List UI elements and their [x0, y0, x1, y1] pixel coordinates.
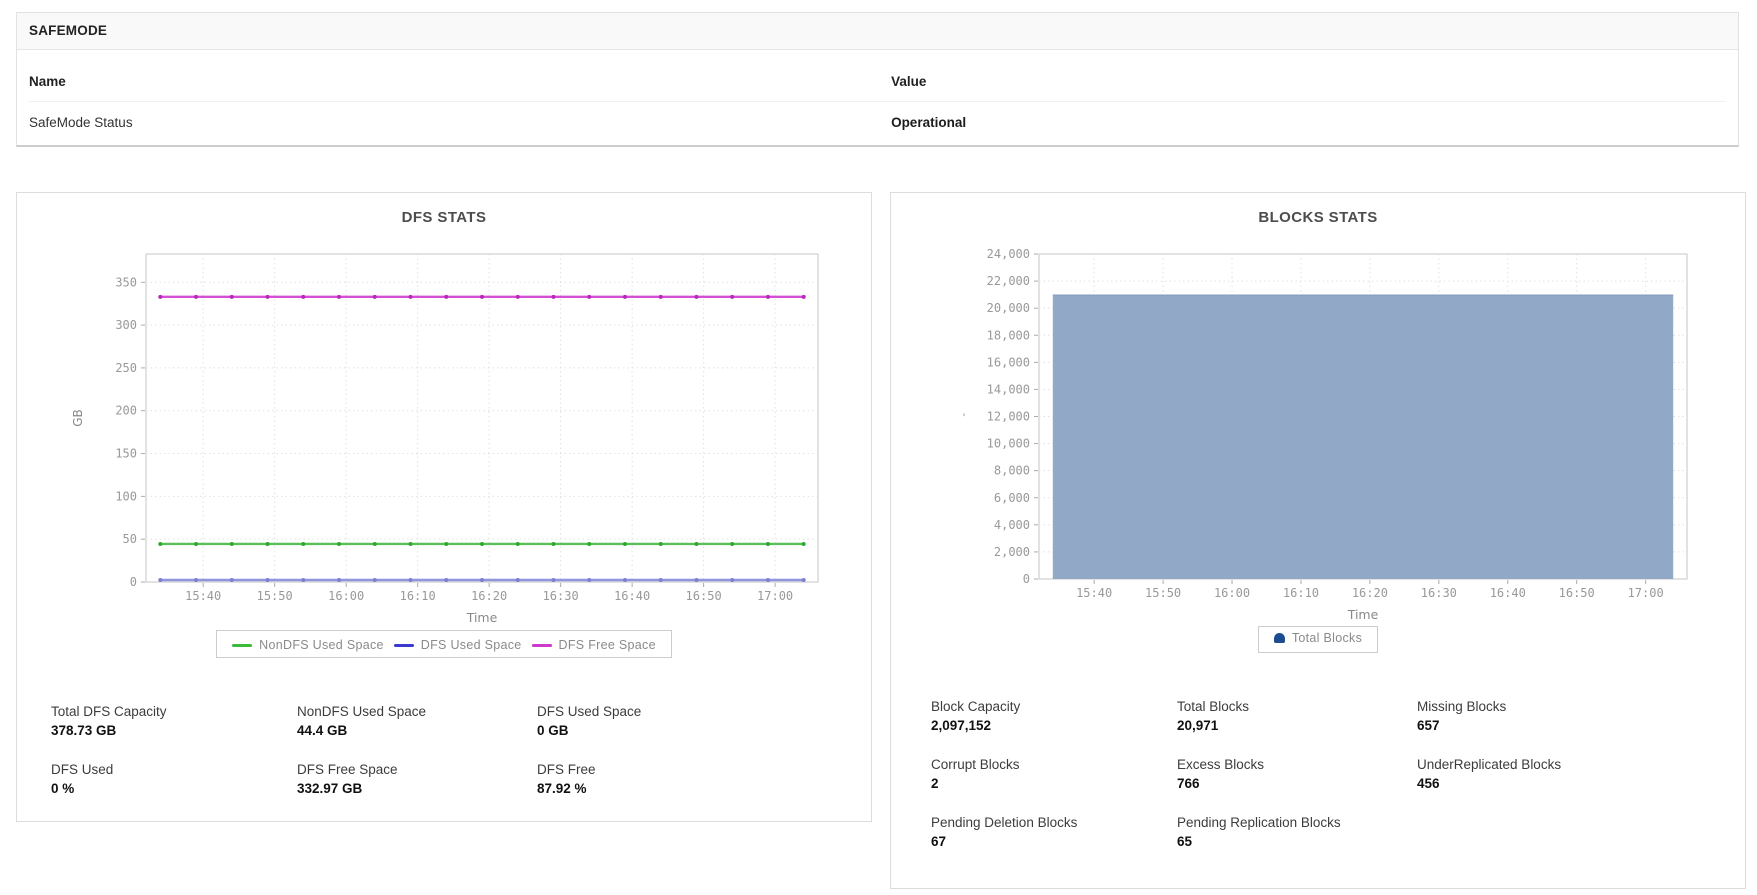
svg-text:22,000: 22,000: [987, 274, 1030, 288]
x-axis-title: Time: [466, 610, 498, 625]
blocks-stats-chart: 15:40 15:50 16:00 16:10 16:20 16:30 16:40 16:50…: [963, 247, 1688, 622]
stat-corrupt-blocks: Corrupt Blocks 2: [931, 757, 1020, 791]
svg-text:16:20: 16:20: [1352, 586, 1388, 600]
dfs-stats-panel: DFS STATS 15:40 15:50 16:00 16:10 16:20 16:30…: [16, 192, 872, 822]
stat-total-blocks: Total Blocks 20,971: [1177, 699, 1250, 733]
legend-label: Total Blocks: [1291, 630, 1363, 645]
stat-underreplicated-blocks: UnderReplicated Blocks 456: [1417, 757, 1562, 791]
svg-text:100: 100: [115, 489, 137, 503]
stat-excess-blocks: Excess Blocks 766: [1177, 757, 1265, 791]
stat-pending-replication-blocks: Pending Replication Blocks 65: [1177, 815, 1341, 849]
svg-text:24,000: 24,000: [987, 247, 1030, 261]
svg-text:2,000: 2,000: [994, 545, 1030, 559]
stat-dfs-free-space: DFS Free Space 332.97 GB: [297, 761, 398, 796]
column-header-value: Value: [891, 74, 927, 89]
svg-text:16:30: 16:30: [543, 589, 579, 603]
svg-text:16:30: 16:30: [1421, 586, 1457, 600]
blocks-stats-grid: Block Capacity 2,097,152 Total Blocks 20…: [931, 699, 1735, 849]
legend-item-dfs-free-space[interactable]: DFS Free Space: [531, 638, 656, 653]
svg-text:300: 300: [115, 318, 137, 332]
line-swatch-icon: [232, 644, 253, 647]
svg-text:16:40: 16:40: [1490, 586, 1526, 600]
svg-text:15:50: 15:50: [257, 589, 293, 603]
stat-pending-deletion-blocks: Pending Deletion Blocks 67: [931, 815, 1078, 849]
blocks-chart-title: BLOCKS STATS: [1258, 209, 1378, 226]
svg-text:15:50: 15:50: [1145, 586, 1181, 600]
stat-dfs-used: DFS Used 0 %: [51, 761, 114, 796]
svg-text:350: 350: [115, 275, 137, 289]
stat-block-capacity: Block Capacity 2,097,152: [931, 699, 1021, 733]
safemode-table-title: SAFEMODE: [17, 13, 1738, 50]
safemode-table: SAFEMODE Name Value SafeMode Status Oper…: [16, 12, 1739, 147]
dfs-chart-legend: NonDFS Used Space DFS Used Space DFS Free …: [216, 630, 672, 658]
x-axis-title: Time: [1347, 607, 1379, 622]
svg-text:16:20: 16:20: [471, 589, 507, 603]
svg-text:16:50: 16:50: [686, 589, 722, 603]
column-header-name: Name: [29, 74, 66, 89]
table-row: SafeMode Status Operational: [29, 102, 1726, 145]
safemode-status-name: SafeMode Status: [29, 115, 133, 130]
svg-text:250: 250: [115, 361, 137, 375]
dfs-chart-title: DFS STATS: [401, 209, 487, 226]
svg-text:15:40: 15:40: [1076, 586, 1112, 600]
dfs-stats-chart: 15:40 15:50 16:00 16:10 16:20 16:30 16:40 16:50…: [71, 253, 819, 625]
svg-text:18,000: 18,000: [987, 328, 1030, 342]
y-axis-title: ': [963, 413, 966, 424]
svg-text:16:40: 16:40: [614, 589, 650, 603]
svg-text:0: 0: [1023, 572, 1030, 586]
svg-text:150: 150: [115, 447, 137, 461]
svg-text:16:10: 16:10: [400, 589, 436, 603]
safemode-table-header-row: Name Value: [29, 50, 1726, 102]
svg-text:17:00: 17:00: [757, 589, 793, 603]
svg-text:15:40: 15:40: [185, 589, 221, 603]
line-swatch-icon: [393, 644, 414, 647]
stat-dfs-used-space: DFS Used Space 0 GB: [537, 703, 642, 738]
safemode-status-value: Operational: [891, 115, 967, 130]
legend-label: DFS Used Space: [420, 638, 522, 653]
stat-missing-blocks: Missing Blocks 657: [1417, 699, 1507, 733]
svg-text:16:10: 16:10: [1283, 586, 1319, 600]
series-total-blocks: [1052, 295, 1674, 579]
legend-label: DFS Free Space: [558, 638, 656, 653]
legend-item-nondfs-used-space[interactable]: NonDFS Used Space: [232, 639, 384, 652]
svg-text:16:50: 16:50: [1559, 586, 1595, 600]
svg-text:50: 50: [123, 532, 137, 546]
svg-text:0: 0: [130, 575, 137, 589]
svg-text:16:00: 16:00: [1214, 586, 1250, 600]
svg-text:4,000: 4,000: [994, 518, 1030, 532]
stat-dfs-free: DFS Free 87.92 %: [537, 761, 596, 796]
svg-text:16:00: 16:00: [328, 589, 364, 603]
svg-text:12,000: 12,000: [987, 410, 1030, 424]
y-axis-title: GB: [71, 409, 85, 427]
svg-text:16,000: 16,000: [987, 355, 1030, 369]
legend-label: NonDFS Used Space: [259, 638, 384, 653]
svg-text:8,000: 8,000: [994, 464, 1030, 478]
legend-item-dfs-used-space[interactable]: DFS Used Space: [393, 638, 522, 653]
stat-total-dfs-capacity: Total DFS Capacity 378.73 GB: [51, 703, 167, 738]
blocks-chart-legend: Total Blocks: [1257, 626, 1379, 653]
svg-text:200: 200: [115, 404, 137, 418]
svg-text:14,000: 14,000: [987, 382, 1030, 396]
svg-text:10,000: 10,000: [987, 437, 1030, 451]
legend-item-total-blocks[interactable]: Total Blocks: [1273, 630, 1363, 645]
dfs-stats-grid: Total DFS Capacity 378.73 GB NonDFS Used…: [51, 704, 861, 796]
area-marker-icon: [1273, 633, 1285, 643]
blocks-stats-panel: BLOCKS STATS 15:40 15:50 16:00 16:10 16:20 16…: [890, 192, 1746, 889]
svg-text:6,000: 6,000: [994, 491, 1030, 505]
stat-nondfs-used-space: NonDFS Used Space 44.4 GB: [297, 703, 427, 738]
line-swatch-icon: [531, 644, 552, 647]
svg-text:17:00: 17:00: [1628, 586, 1664, 600]
svg-text:20,000: 20,000: [987, 301, 1030, 315]
